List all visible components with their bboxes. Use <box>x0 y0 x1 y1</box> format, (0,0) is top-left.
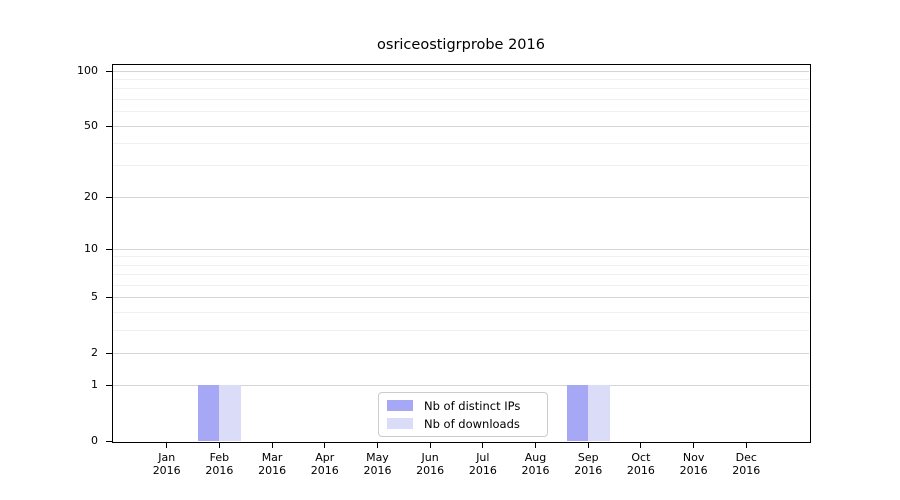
month-label: May <box>366 451 389 464</box>
x-axis-tick-label-dec: Dec 2016 <box>714 451 778 477</box>
x-tick-jul <box>482 442 484 448</box>
gridline-2 <box>113 352 809 354</box>
bar-downloads-feb <box>219 385 241 441</box>
gridline-minor-9 <box>113 256 809 258</box>
y-axis-tick-label-0: 0 <box>91 434 98 447</box>
gridline-minor-40 <box>113 143 809 145</box>
y-axis-tick-label-2: 2 <box>91 345 98 359</box>
gridline-minor-80 <box>113 88 809 90</box>
x-tick-aug <box>535 442 537 448</box>
x-axis-tick-label-jul: Jul 2016 <box>451 451 515 477</box>
y-axis-tick-label-10: 10 <box>84 241 98 255</box>
month-label: Dec <box>735 451 757 464</box>
year-label: 2016 <box>310 464 339 477</box>
year-label: 2016 <box>258 464 287 477</box>
gridline-minor-6 <box>113 284 809 286</box>
gridline-50 <box>113 125 809 127</box>
legend-swatch-distinct-ips <box>387 400 413 411</box>
gridline-minor-3 <box>113 329 809 331</box>
year-label: 2016 <box>416 464 445 477</box>
month-label: Jul <box>476 451 490 464</box>
y-tick-50 <box>106 125 112 127</box>
y-axis-tick-label-20: 20 <box>84 189 98 203</box>
x-tick-jun <box>429 442 431 448</box>
month-label: Oct <box>631 451 651 464</box>
x-axis-tick-label-jan: Jan 2016 <box>135 451 199 477</box>
legend: Nb of distinct IPs Nb of downloads <box>378 392 548 437</box>
legend-item-downloads: Nb of downloads <box>379 417 547 431</box>
y-tick-0 <box>106 441 112 442</box>
y-tick-2 <box>106 352 112 354</box>
x-axis-tick-label-feb: Feb 2016 <box>187 451 251 477</box>
y-tick-1 <box>106 385 112 387</box>
month-label: Jan <box>158 451 176 464</box>
x-axis-tick-label-aug: Aug 2016 <box>504 451 568 477</box>
y-axis-tick-label-50: 50 <box>84 118 98 132</box>
gridline-minor-4 <box>113 311 809 313</box>
gridline-minor-70 <box>113 98 809 100</box>
month-label: Jun <box>421 451 439 464</box>
bar-downloads-sep <box>588 385 610 441</box>
y-axis-tick-label-1: 1 <box>91 378 98 392</box>
y-axis-tick-label-100: 100 <box>77 63 98 77</box>
x-axis-tick-label-jun: Jun 2016 <box>398 451 462 477</box>
year-label: 2016 <box>679 464 708 477</box>
year-label: 2016 <box>732 464 761 477</box>
y-tick-20 <box>106 196 112 198</box>
y-tick-10 <box>106 248 112 250</box>
y-tick-5 <box>106 297 112 299</box>
x-tick-feb <box>218 442 220 448</box>
month-label: Sep <box>577 451 599 464</box>
gridline-minor-8 <box>113 264 809 266</box>
year-label: 2016 <box>205 464 234 477</box>
legend-swatch-downloads <box>387 418 413 429</box>
gridline-20 <box>113 196 809 198</box>
x-tick-dec <box>745 442 747 448</box>
gridline-5 <box>113 297 809 299</box>
month-label: Mar <box>261 451 283 464</box>
year-label: 2016 <box>152 464 181 477</box>
gridline-1 <box>113 385 809 387</box>
month-label: Aug <box>524 451 547 464</box>
year-label: 2016 <box>468 464 497 477</box>
legend-item-distinct-ips: Nb of distinct IPs <box>379 399 547 413</box>
x-tick-jan <box>166 442 168 448</box>
x-axis-tick-label-may: May 2016 <box>345 451 409 477</box>
x-axis-tick-label-mar: Mar 2016 <box>240 451 304 477</box>
gridline-10 <box>113 248 809 250</box>
x-axis-tick-label-sep: Sep 2016 <box>556 451 620 477</box>
x-axis-tick-label-oct: Oct 2016 <box>609 451 673 477</box>
bar-distinct-ips-sep <box>566 385 589 441</box>
month-label: Apr <box>315 451 335 464</box>
x-axis-tick-label-apr: Apr 2016 <box>293 451 357 477</box>
gridline-minor-7 <box>113 274 809 276</box>
x-tick-mar <box>271 442 273 448</box>
year-label: 2016 <box>363 464 392 477</box>
plot-area <box>112 64 811 443</box>
x-axis-tick-label-nov: Nov 2016 <box>662 451 726 477</box>
gridline-minor-60 <box>113 111 809 113</box>
y-tick-100 <box>106 70 112 72</box>
x-tick-sep <box>587 442 589 448</box>
gridline-100 <box>113 70 809 72</box>
gridline-minor-90 <box>113 79 809 81</box>
year-label: 2016 <box>574 464 603 477</box>
month-label: Nov <box>682 451 705 464</box>
chart-title: osriceostigrprobe 2016 <box>377 37 545 53</box>
x-tick-oct <box>640 442 642 448</box>
y-axis-tick-label-5: 5 <box>91 290 98 304</box>
legend-label-distinct-ips: Nb of distinct IPs <box>424 398 521 413</box>
gridline-minor-30 <box>113 165 809 167</box>
month-label: Feb <box>209 451 230 464</box>
x-tick-may <box>376 442 378 448</box>
bar-distinct-ips-feb <box>197 385 220 441</box>
x-tick-nov <box>693 442 695 448</box>
year-label: 2016 <box>626 464 655 477</box>
year-label: 2016 <box>521 464 550 477</box>
x-tick-apr <box>324 442 326 448</box>
legend-label-downloads: Nb of downloads <box>424 416 520 431</box>
